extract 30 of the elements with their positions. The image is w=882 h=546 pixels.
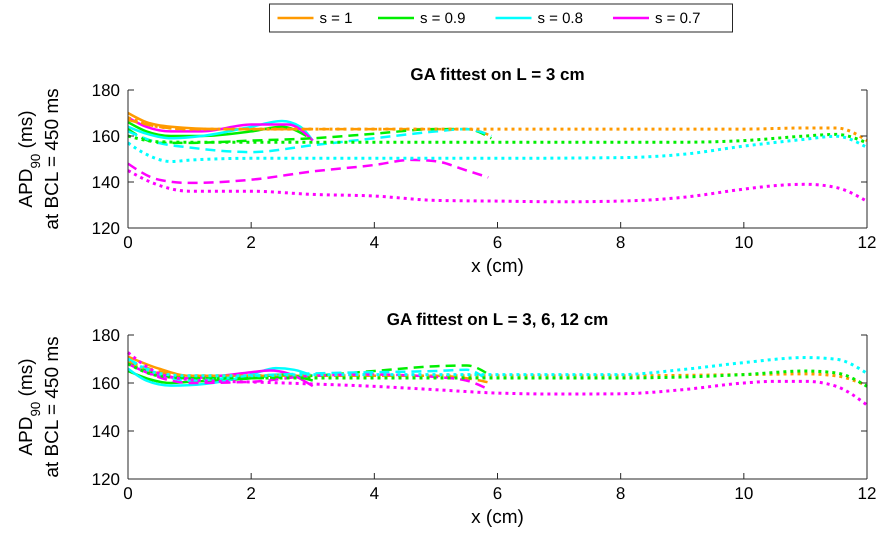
- x-tick-label: 2: [246, 484, 256, 503]
- legend-label: s = 0.8: [538, 10, 583, 27]
- y-tick-label: 160: [92, 127, 120, 146]
- x-tick-label: 12: [858, 484, 876, 503]
- y-tick-label: 140: [92, 173, 120, 192]
- x-tick-label: 2: [246, 233, 256, 252]
- x-tick-label: 10: [734, 233, 754, 252]
- x-axis-title: x (cm): [471, 507, 524, 528]
- chart-title: GA fittest on L = 3, 6, 12 cm: [386, 310, 608, 329]
- y-tick-label: 120: [92, 470, 120, 489]
- x-tick-label: 12: [858, 233, 876, 252]
- legend-label: s = 0.9: [420, 10, 466, 27]
- x-tick-label: 0: [123, 233, 133, 252]
- legend-label: s = 0.7: [655, 10, 700, 27]
- y-tick-label: 180: [92, 81, 120, 100]
- chart-title: GA fittest on L = 3 cm: [410, 65, 585, 84]
- x-tick-label: 8: [616, 484, 626, 503]
- x-axis-title: x (cm): [471, 256, 524, 277]
- y-tick-label: 180: [92, 326, 120, 345]
- x-tick-label: 8: [616, 233, 626, 252]
- x-tick-label: 4: [370, 233, 380, 252]
- x-tick-label: 4: [370, 484, 380, 503]
- y-tick-label: 140: [92, 422, 120, 441]
- x-tick-label: 10: [734, 484, 754, 503]
- x-tick-label: 0: [123, 484, 133, 503]
- y-tick-label: 120: [92, 219, 120, 238]
- y-tick-label: 160: [92, 374, 120, 393]
- x-tick-label: 6: [492, 484, 502, 503]
- legend-label: s = 1: [320, 10, 352, 27]
- x-tick-label: 6: [492, 233, 502, 252]
